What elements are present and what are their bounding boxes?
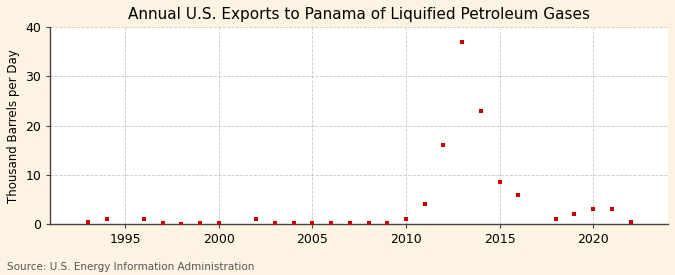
Point: [438, 143, 449, 147]
Point: [475, 109, 486, 113]
Point: [326, 221, 337, 225]
Point: [457, 40, 468, 44]
Point: [213, 221, 224, 225]
Point: [157, 220, 168, 225]
Point: [382, 221, 393, 225]
Point: [625, 219, 636, 224]
Point: [101, 217, 112, 221]
Y-axis label: Thousand Barrels per Day: Thousand Barrels per Day: [7, 49, 20, 202]
Point: [269, 220, 280, 225]
Point: [588, 207, 599, 211]
Point: [251, 217, 262, 221]
Title: Annual U.S. Exports to Panama of Liquified Petroleum Gases: Annual U.S. Exports to Panama of Liquifi…: [128, 7, 590, 22]
Point: [176, 221, 187, 226]
Point: [513, 192, 524, 197]
Point: [419, 202, 430, 207]
Point: [494, 180, 505, 185]
Point: [288, 221, 299, 225]
Point: [344, 221, 355, 225]
Point: [550, 217, 561, 221]
Point: [607, 207, 618, 211]
Text: Source: U.S. Energy Information Administration: Source: U.S. Energy Information Administ…: [7, 262, 254, 272]
Point: [363, 220, 374, 225]
Point: [569, 212, 580, 216]
Point: [401, 217, 412, 221]
Point: [307, 221, 318, 225]
Point: [138, 217, 149, 221]
Point: [194, 221, 205, 225]
Point: [82, 219, 93, 224]
